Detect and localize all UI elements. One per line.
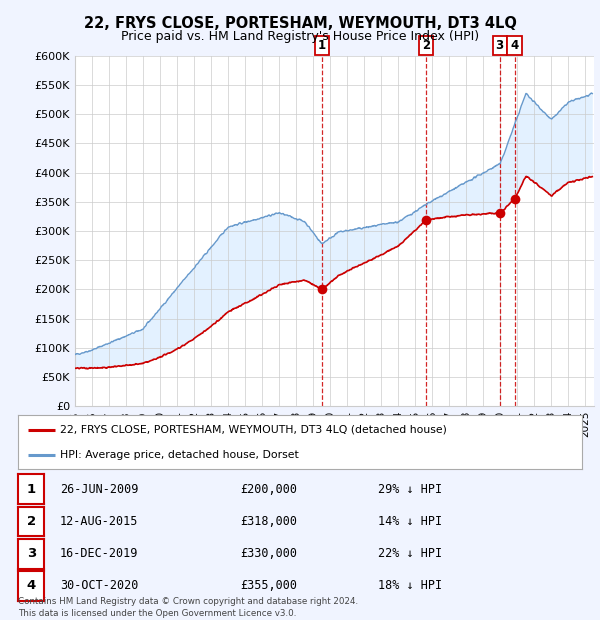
- Text: 30-OCT-2020: 30-OCT-2020: [60, 580, 139, 592]
- Text: 22, FRYS CLOSE, PORTESHAM, WEYMOUTH, DT3 4LQ: 22, FRYS CLOSE, PORTESHAM, WEYMOUTH, DT3…: [83, 16, 517, 31]
- Text: Contains HM Land Registry data © Crown copyright and database right 2024.: Contains HM Land Registry data © Crown c…: [18, 597, 358, 606]
- Text: £330,000: £330,000: [240, 547, 297, 560]
- Text: 22% ↓ HPI: 22% ↓ HPI: [378, 547, 442, 560]
- Text: 14% ↓ HPI: 14% ↓ HPI: [378, 515, 442, 528]
- Text: 3: 3: [26, 547, 36, 560]
- Text: 16-DEC-2019: 16-DEC-2019: [60, 547, 139, 560]
- Text: 3: 3: [496, 38, 504, 51]
- Text: 2: 2: [26, 515, 36, 528]
- Text: £355,000: £355,000: [240, 580, 297, 592]
- Text: 4: 4: [511, 38, 518, 51]
- Text: 29% ↓ HPI: 29% ↓ HPI: [378, 483, 442, 495]
- Text: £200,000: £200,000: [240, 483, 297, 495]
- Text: 4: 4: [26, 580, 36, 592]
- Text: 22, FRYS CLOSE, PORTESHAM, WEYMOUTH, DT3 4LQ (detached house): 22, FRYS CLOSE, PORTESHAM, WEYMOUTH, DT3…: [60, 425, 447, 435]
- Text: 1: 1: [26, 483, 36, 495]
- Text: 2: 2: [422, 38, 430, 51]
- Text: Price paid vs. HM Land Registry's House Price Index (HPI): Price paid vs. HM Land Registry's House …: [121, 30, 479, 43]
- Text: 1: 1: [317, 38, 326, 51]
- Text: 12-AUG-2015: 12-AUG-2015: [60, 515, 139, 528]
- Text: £318,000: £318,000: [240, 515, 297, 528]
- Text: 26-JUN-2009: 26-JUN-2009: [60, 483, 139, 495]
- Text: This data is licensed under the Open Government Licence v3.0.: This data is licensed under the Open Gov…: [18, 608, 296, 618]
- Text: 18% ↓ HPI: 18% ↓ HPI: [378, 580, 442, 592]
- Text: HPI: Average price, detached house, Dorset: HPI: Average price, detached house, Dors…: [60, 450, 299, 460]
